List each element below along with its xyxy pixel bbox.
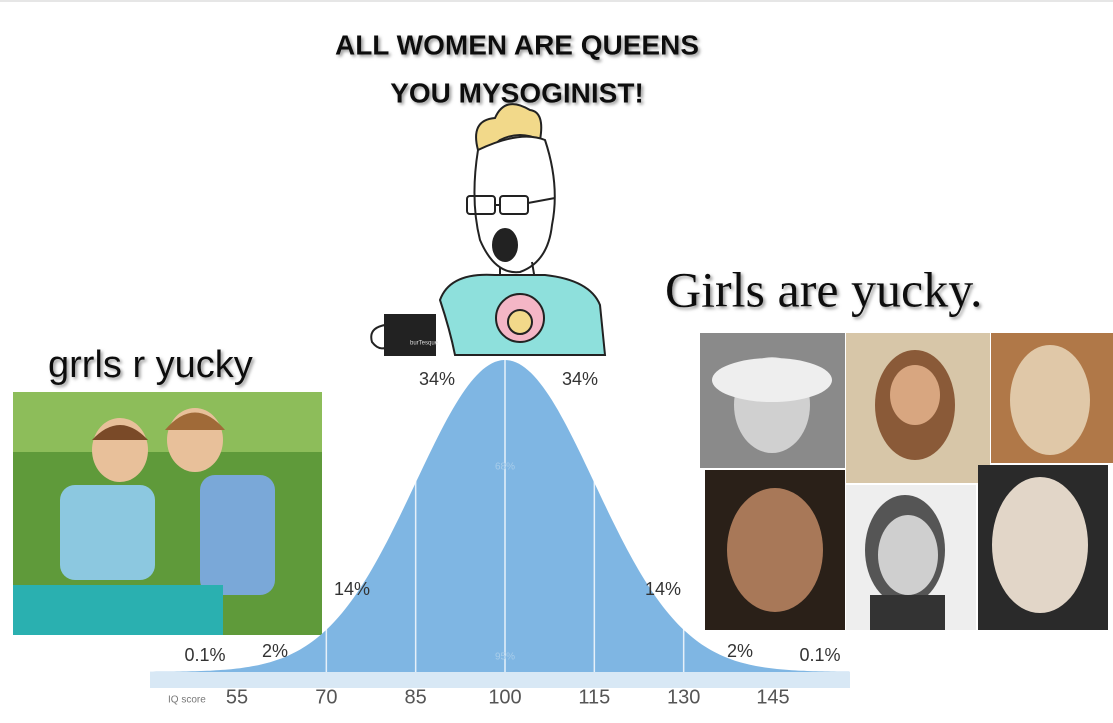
- top-caption-line: ALL WOMEN ARE QUEENS: [335, 29, 699, 60]
- x-tick-label: 145: [756, 686, 789, 708]
- band-label: 34%: [562, 369, 598, 389]
- right-caption: Girls are yucky.: [665, 261, 982, 317]
- bell-curve: IQ score 55 70 85 100 115 130 145 0.1% 2% 14% 34% 3…: [150, 360, 850, 708]
- top-caption-line: YOU MYSOGINIST!: [390, 77, 644, 108]
- band-label: 0.1%: [799, 645, 840, 665]
- x-tick-label: 115: [578, 686, 610, 708]
- mug-text: burTesque: [410, 341, 439, 347]
- kids-photo: [13, 392, 322, 635]
- band-label: 34%: [419, 369, 455, 389]
- x-tick-label: 100: [488, 686, 521, 708]
- interval-label: 68%: [495, 462, 515, 473]
- x-tick-label: 55: [226, 686, 248, 708]
- band-label: 0.1%: [184, 645, 225, 665]
- x-tick-label: 70: [315, 686, 337, 708]
- band-label: 14%: [334, 579, 370, 599]
- band-label: 2%: [262, 641, 288, 661]
- band-label: 2%: [727, 641, 753, 661]
- x-tick-label: 130: [667, 686, 700, 708]
- philosopher-portraits: [700, 333, 1113, 630]
- left-caption: grrls r yucky: [48, 344, 253, 386]
- soyjak-figure: [370, 103, 607, 356]
- band-label: 14%: [645, 579, 681, 599]
- x-tick-label: 85: [405, 686, 427, 708]
- interval-label: 95%: [495, 652, 515, 663]
- curve-area: [150, 360, 850, 672]
- axis-title: IQ score: [168, 695, 206, 706]
